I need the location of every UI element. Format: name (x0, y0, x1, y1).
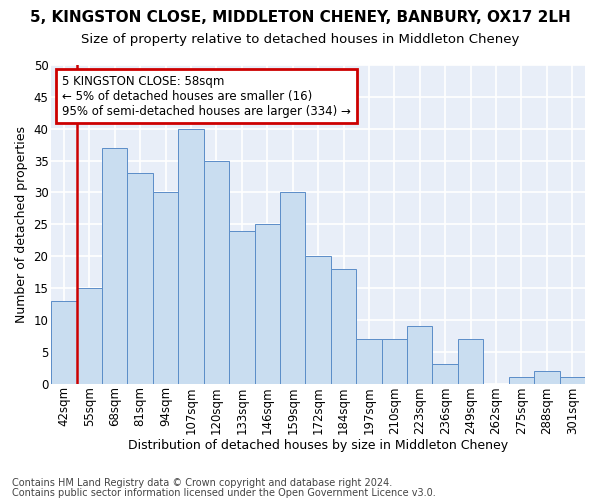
Bar (204, 160, 229, 384)
Text: Contains public sector information licensed under the Open Government Licence v3: Contains public sector information licen… (12, 488, 436, 498)
Bar (229, 230, 254, 384)
Bar (178, 128, 204, 384)
Bar (433, 364, 458, 384)
Bar (102, 148, 127, 384)
Bar (127, 174, 153, 384)
Text: 5, KINGSTON CLOSE, MIDDLETON CHENEY, BANBURY, OX17 2LH: 5, KINGSTON CLOSE, MIDDLETON CHENEY, BAN… (29, 10, 571, 25)
Bar (305, 256, 331, 384)
Bar (458, 339, 484, 384)
Y-axis label: Number of detached properties: Number of detached properties (15, 126, 28, 323)
Bar (153, 192, 178, 384)
Text: Size of property relative to detached houses in Middleton Cheney: Size of property relative to detached ho… (81, 32, 519, 46)
Bar (331, 269, 356, 384)
Bar (254, 224, 280, 384)
Bar (382, 339, 407, 384)
Text: 5 KINGSTON CLOSE: 58sqm
← 5% of detached houses are smaller (16)
95% of semi-det: 5 KINGSTON CLOSE: 58sqm ← 5% of detached… (62, 74, 351, 118)
Bar (356, 339, 382, 384)
Text: Contains HM Land Registry data © Crown copyright and database right 2024.: Contains HM Land Registry data © Crown c… (12, 478, 392, 488)
Bar (509, 377, 534, 384)
Bar (407, 326, 433, 384)
Bar (534, 371, 560, 384)
Bar (560, 377, 585, 384)
Bar (77, 288, 102, 384)
Bar (51, 300, 77, 384)
Bar (280, 192, 305, 384)
X-axis label: Distribution of detached houses by size in Middleton Cheney: Distribution of detached houses by size … (128, 440, 508, 452)
